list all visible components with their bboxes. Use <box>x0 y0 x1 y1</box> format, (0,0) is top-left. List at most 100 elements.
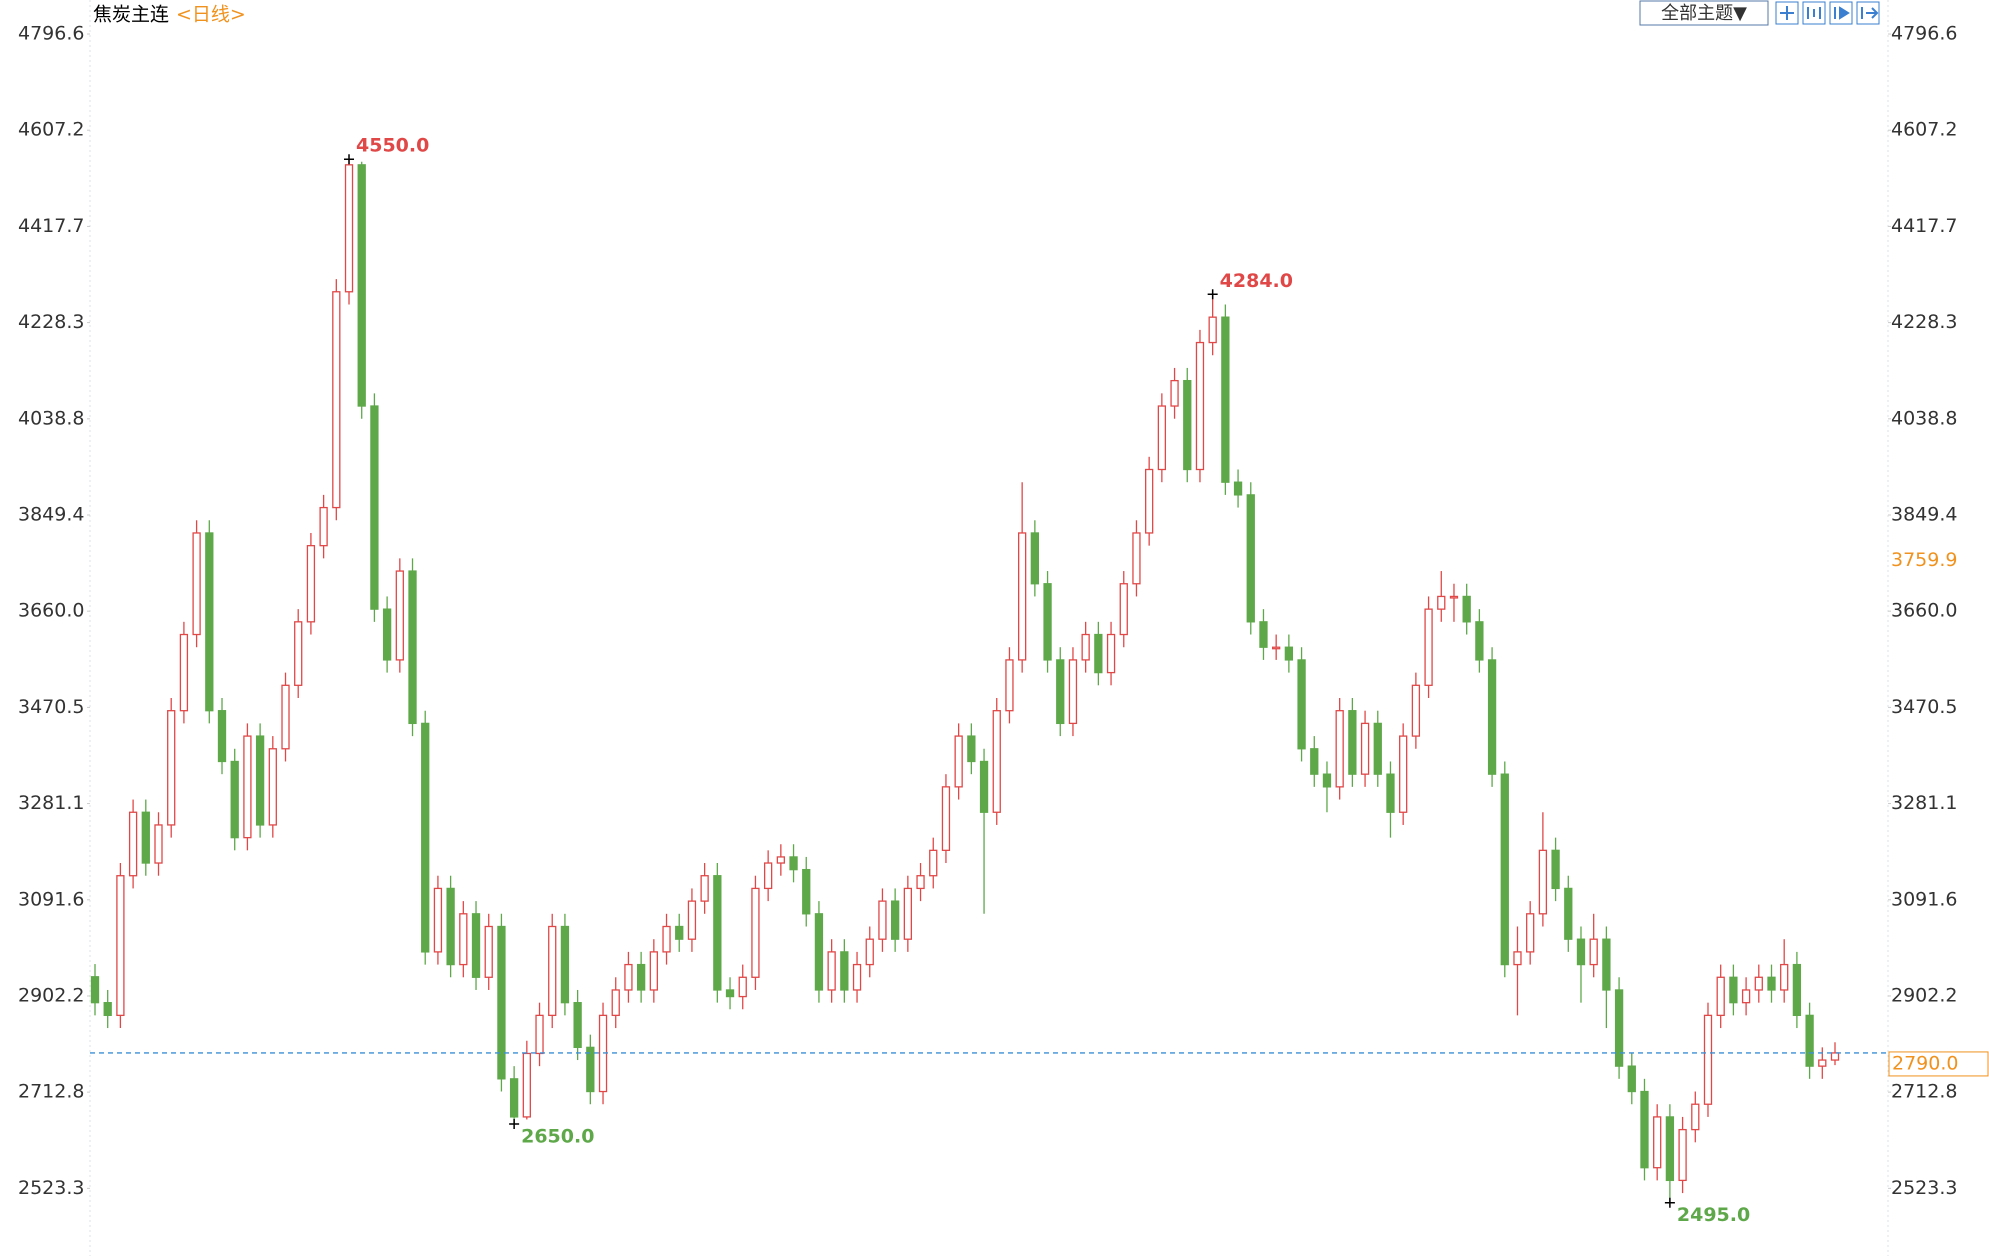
candle-body <box>408 570 417 725</box>
reference-price-label: 3759.9 <box>1891 549 1957 571</box>
candle-body <box>395 570 404 661</box>
y-tick-label: 3281.1 <box>18 792 84 814</box>
candle-body <box>878 900 887 940</box>
candle-body <box>751 887 760 978</box>
candle-body <box>890 900 900 940</box>
candle-body <box>179 633 189 712</box>
candle-body <box>1437 595 1446 610</box>
candle-body <box>205 532 214 712</box>
candle-body <box>1043 583 1052 661</box>
candle-body <box>1297 659 1306 750</box>
candle-body <box>967 735 976 763</box>
candle-body <box>1170 379 1179 407</box>
candle-body <box>865 938 874 966</box>
y2-tick-label: 3281.1 <box>1891 792 1957 814</box>
candle-body <box>217 710 227 763</box>
theme-button-label[interactable]: 全部主题▼ <box>1661 3 1747 24</box>
extreme-label: 2650.0 <box>521 1126 594 1148</box>
candle-body <box>1767 976 1776 991</box>
candle-body <box>1830 1052 1840 1061</box>
candle-body <box>1284 646 1294 661</box>
candle-body <box>141 811 150 864</box>
candle-body <box>776 856 785 864</box>
y-tick-label: 4796.6 <box>18 23 84 45</box>
candle-body <box>1233 481 1243 496</box>
candle-body <box>1373 722 1382 775</box>
candle-body <box>1335 710 1344 788</box>
candle-body <box>243 735 252 839</box>
y-tick-label: 2712.8 <box>18 1081 84 1103</box>
y-tick-label: 4607.2 <box>18 119 84 141</box>
y-tick-label: 3660.0 <box>18 600 84 622</box>
candle-body <box>1729 976 1738 1004</box>
candle-body <box>1259 621 1268 648</box>
candle-body <box>535 1014 544 1055</box>
candle-body <box>255 735 265 826</box>
candle-body <box>992 710 1001 813</box>
candle-body <box>1132 532 1141 585</box>
tool-icon-glyph <box>1807 7 1821 19</box>
candle-body <box>1221 316 1230 483</box>
candle-body <box>1805 1014 1814 1067</box>
candle-body <box>1741 989 1751 1004</box>
candle-body <box>700 875 709 902</box>
candle-body <box>1208 316 1217 344</box>
candle-body <box>827 951 836 991</box>
candle-body <box>332 291 341 509</box>
candle-body <box>1780 963 1789 991</box>
y-tick-label: 4228.3 <box>18 311 84 333</box>
candle-body <box>370 405 379 610</box>
candle-body <box>509 1078 519 1118</box>
extreme-marker <box>1664 1197 1675 1208</box>
extreme-label: 2495.0 <box>1677 1204 1750 1226</box>
candle-body <box>1310 748 1319 775</box>
candle-body <box>1678 1128 1687 1182</box>
candle-body <box>649 951 658 991</box>
y2-tick-label: 4607.2 <box>1891 119 1957 141</box>
candle-body <box>1691 1103 1700 1131</box>
candle-body <box>1411 684 1421 737</box>
candle-body <box>1538 849 1548 915</box>
candle-body <box>344 164 354 293</box>
theme-button[interactable] <box>1639 0 1769 26</box>
candle-body <box>1360 722 1370 775</box>
extreme-label: 4284.0 <box>1220 270 1293 292</box>
candle-body <box>294 621 303 686</box>
y2-tick-label: 2523.3 <box>1891 1177 1957 1199</box>
extreme-marker <box>1207 289 1218 300</box>
current-price-label: 2790.0 <box>1892 1052 1958 1074</box>
candle-body <box>1716 976 1725 1017</box>
candle-body <box>979 760 989 813</box>
candle-body <box>1665 1116 1675 1182</box>
candle-body <box>90 976 100 1004</box>
candle-body <box>1500 773 1509 966</box>
candle-body <box>1703 1014 1713 1105</box>
candle-body <box>1449 595 1459 599</box>
candle-body <box>624 963 633 991</box>
candle-body <box>103 1002 112 1017</box>
candle-body <box>382 608 392 661</box>
extreme-label: 4550.0 <box>356 135 429 157</box>
candle-body <box>916 875 925 890</box>
candle-body <box>1106 633 1116 674</box>
candle-body <box>319 506 328 547</box>
candle-body <box>1551 849 1560 890</box>
chart-title: 焦炭主连 <box>93 4 169 26</box>
candle-body <box>192 532 201 636</box>
y2-tick-label: 2712.8 <box>1891 1081 1957 1103</box>
extreme-marker <box>344 154 355 165</box>
candle-body <box>306 545 316 623</box>
y-tick-label: 4038.8 <box>18 407 84 429</box>
candle-body <box>497 925 506 1080</box>
candle-body <box>471 913 481 978</box>
candle-body <box>1386 773 1395 813</box>
y2-tick-label: 4228.3 <box>1891 311 1957 333</box>
candle-body <box>662 925 671 953</box>
candle-body <box>573 1002 582 1049</box>
candle-body <box>357 164 366 407</box>
candle-body <box>636 963 646 991</box>
candle-body <box>421 722 430 953</box>
candle-body <box>1614 989 1624 1067</box>
